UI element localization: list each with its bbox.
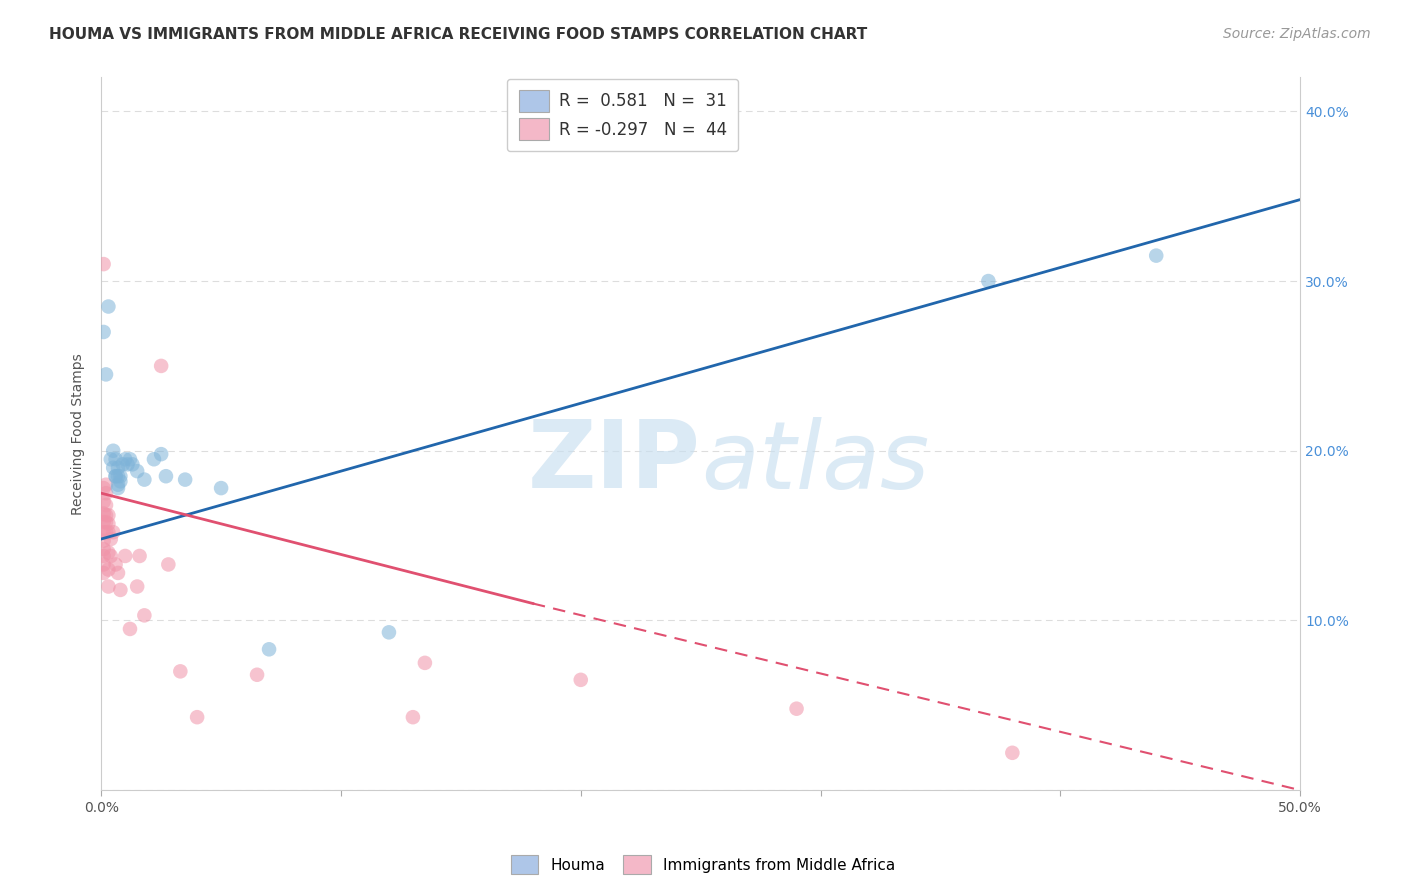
Point bbox=[402, 710, 425, 724]
Point bbox=[121, 458, 143, 472]
Point bbox=[118, 452, 141, 467]
Point bbox=[157, 558, 180, 572]
Point bbox=[169, 665, 191, 679]
Point bbox=[97, 516, 120, 531]
Point bbox=[93, 515, 115, 529]
Point bbox=[93, 558, 115, 572]
Point bbox=[107, 477, 129, 491]
Point bbox=[107, 469, 129, 483]
Point bbox=[150, 359, 173, 373]
Point bbox=[97, 508, 120, 523]
Point bbox=[103, 460, 125, 475]
Point bbox=[94, 515, 117, 529]
Point bbox=[94, 498, 117, 512]
Point bbox=[103, 525, 125, 540]
Point bbox=[94, 368, 117, 382]
Point bbox=[378, 625, 401, 640]
Point bbox=[93, 549, 115, 563]
Point bbox=[100, 452, 122, 467]
Point bbox=[97, 580, 120, 594]
Point bbox=[107, 481, 129, 495]
Point bbox=[127, 464, 149, 478]
Text: atlas: atlas bbox=[700, 417, 929, 508]
Point bbox=[257, 642, 280, 657]
Point bbox=[100, 549, 122, 563]
Point bbox=[1001, 746, 1024, 760]
Point bbox=[186, 710, 208, 724]
Point bbox=[117, 458, 139, 472]
Point bbox=[93, 525, 115, 540]
Point bbox=[134, 608, 156, 623]
Legend: Houma, Immigrants from Middle Africa: Houma, Immigrants from Middle Africa bbox=[505, 849, 901, 880]
Point bbox=[104, 469, 127, 483]
Point bbox=[97, 300, 120, 314]
Point bbox=[111, 458, 134, 472]
Point bbox=[93, 494, 115, 508]
Point bbox=[114, 549, 136, 563]
Point bbox=[1144, 249, 1167, 263]
Point bbox=[569, 673, 592, 687]
Point bbox=[143, 452, 166, 467]
Point bbox=[94, 486, 117, 500]
Point bbox=[94, 477, 117, 491]
Text: ZIP: ZIP bbox=[527, 417, 700, 508]
Point bbox=[94, 525, 117, 540]
Point bbox=[155, 469, 177, 483]
Text: Source: ZipAtlas.com: Source: ZipAtlas.com bbox=[1223, 27, 1371, 41]
Point bbox=[97, 545, 120, 559]
Point bbox=[103, 443, 125, 458]
Point bbox=[977, 274, 1000, 288]
Point bbox=[104, 558, 127, 572]
Point bbox=[97, 525, 120, 540]
Point bbox=[93, 257, 115, 271]
Point bbox=[127, 580, 149, 594]
Point bbox=[93, 507, 115, 521]
Point bbox=[97, 563, 120, 577]
Legend: R =  0.581   N =  31, R = -0.297   N =  44: R = 0.581 N = 31, R = -0.297 N = 44 bbox=[508, 78, 738, 152]
Point bbox=[93, 542, 115, 557]
Point bbox=[110, 582, 132, 597]
Point bbox=[114, 452, 136, 467]
Point bbox=[104, 469, 127, 483]
Point bbox=[104, 452, 127, 467]
Point bbox=[93, 533, 115, 548]
Point bbox=[134, 473, 156, 487]
Text: HOUMA VS IMMIGRANTS FROM MIDDLE AFRICA RECEIVING FOOD STAMPS CORRELATION CHART: HOUMA VS IMMIGRANTS FROM MIDDLE AFRICA R… bbox=[49, 27, 868, 42]
Point bbox=[93, 566, 115, 580]
Point bbox=[118, 622, 141, 636]
Point bbox=[110, 475, 132, 489]
Point bbox=[150, 447, 173, 461]
Point bbox=[174, 473, 197, 487]
Point bbox=[107, 566, 129, 580]
Point bbox=[786, 701, 808, 715]
Y-axis label: Receiving Food Stamps: Receiving Food Stamps bbox=[72, 353, 86, 515]
Point bbox=[93, 325, 115, 339]
Point bbox=[107, 460, 129, 475]
Point bbox=[110, 469, 132, 483]
Point bbox=[209, 481, 232, 495]
Point bbox=[94, 508, 117, 523]
Point bbox=[413, 656, 436, 670]
Point bbox=[246, 667, 269, 681]
Point bbox=[93, 481, 115, 495]
Point bbox=[100, 532, 122, 546]
Point bbox=[128, 549, 150, 563]
